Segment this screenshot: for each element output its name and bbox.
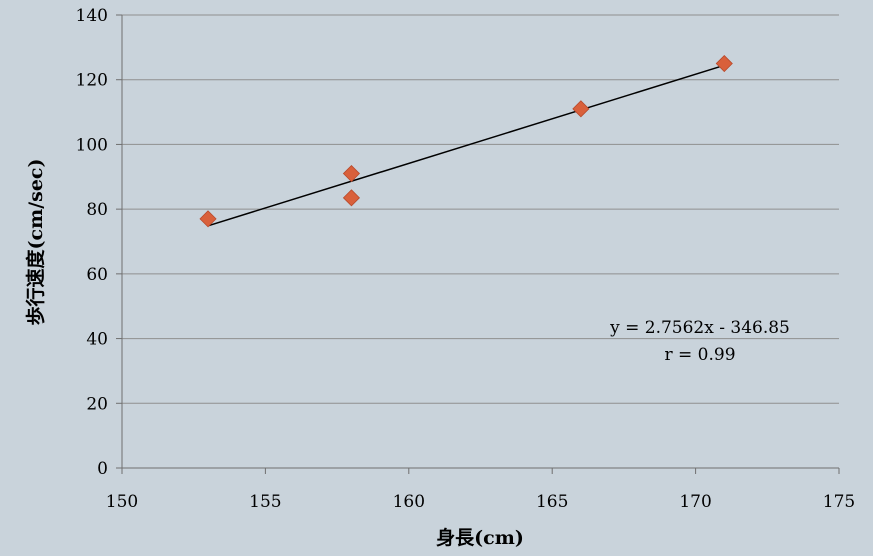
x-tick-label: 175 xyxy=(823,492,855,512)
axes xyxy=(116,14,840,474)
x-tick-label: 165 xyxy=(536,492,568,512)
x-tick-label: 160 xyxy=(393,492,425,512)
tick-labels: 0 20 40 60 80 100 120 140 150 155 160 165 170 175 xyxy=(76,6,856,512)
data-point-marker xyxy=(342,164,361,183)
data-points xyxy=(199,54,733,228)
x-axis-title: 身長(cm) xyxy=(436,526,524,549)
gridlines xyxy=(122,14,839,404)
x-tick-label: 150 xyxy=(106,492,138,512)
x-tick-label: 155 xyxy=(249,492,281,512)
data-point-marker xyxy=(715,54,733,73)
trendline xyxy=(207,64,725,227)
y-tick-label: 20 xyxy=(86,394,108,414)
y-tick-label: 60 xyxy=(86,265,108,285)
y-tick-label: 140 xyxy=(76,6,108,26)
y-axis-title: 歩行速度(cm/sec) xyxy=(24,159,47,326)
y-tick-label: 80 xyxy=(86,200,108,220)
y-tick-label: 40 xyxy=(86,330,108,350)
y-tick-label: 0 xyxy=(97,459,108,479)
trendline-group xyxy=(207,64,725,227)
data-point-marker xyxy=(342,189,361,207)
x-tick-label: 170 xyxy=(679,492,711,512)
data-point-marker xyxy=(199,210,217,228)
y-tick-label: 120 xyxy=(76,71,108,91)
y-tick-label: 100 xyxy=(76,135,108,155)
correlation-label: r = 0.99 xyxy=(664,345,735,365)
data-point-marker xyxy=(572,100,590,118)
trendline-equation: y = 2.7562x - 346.85 xyxy=(609,318,790,338)
